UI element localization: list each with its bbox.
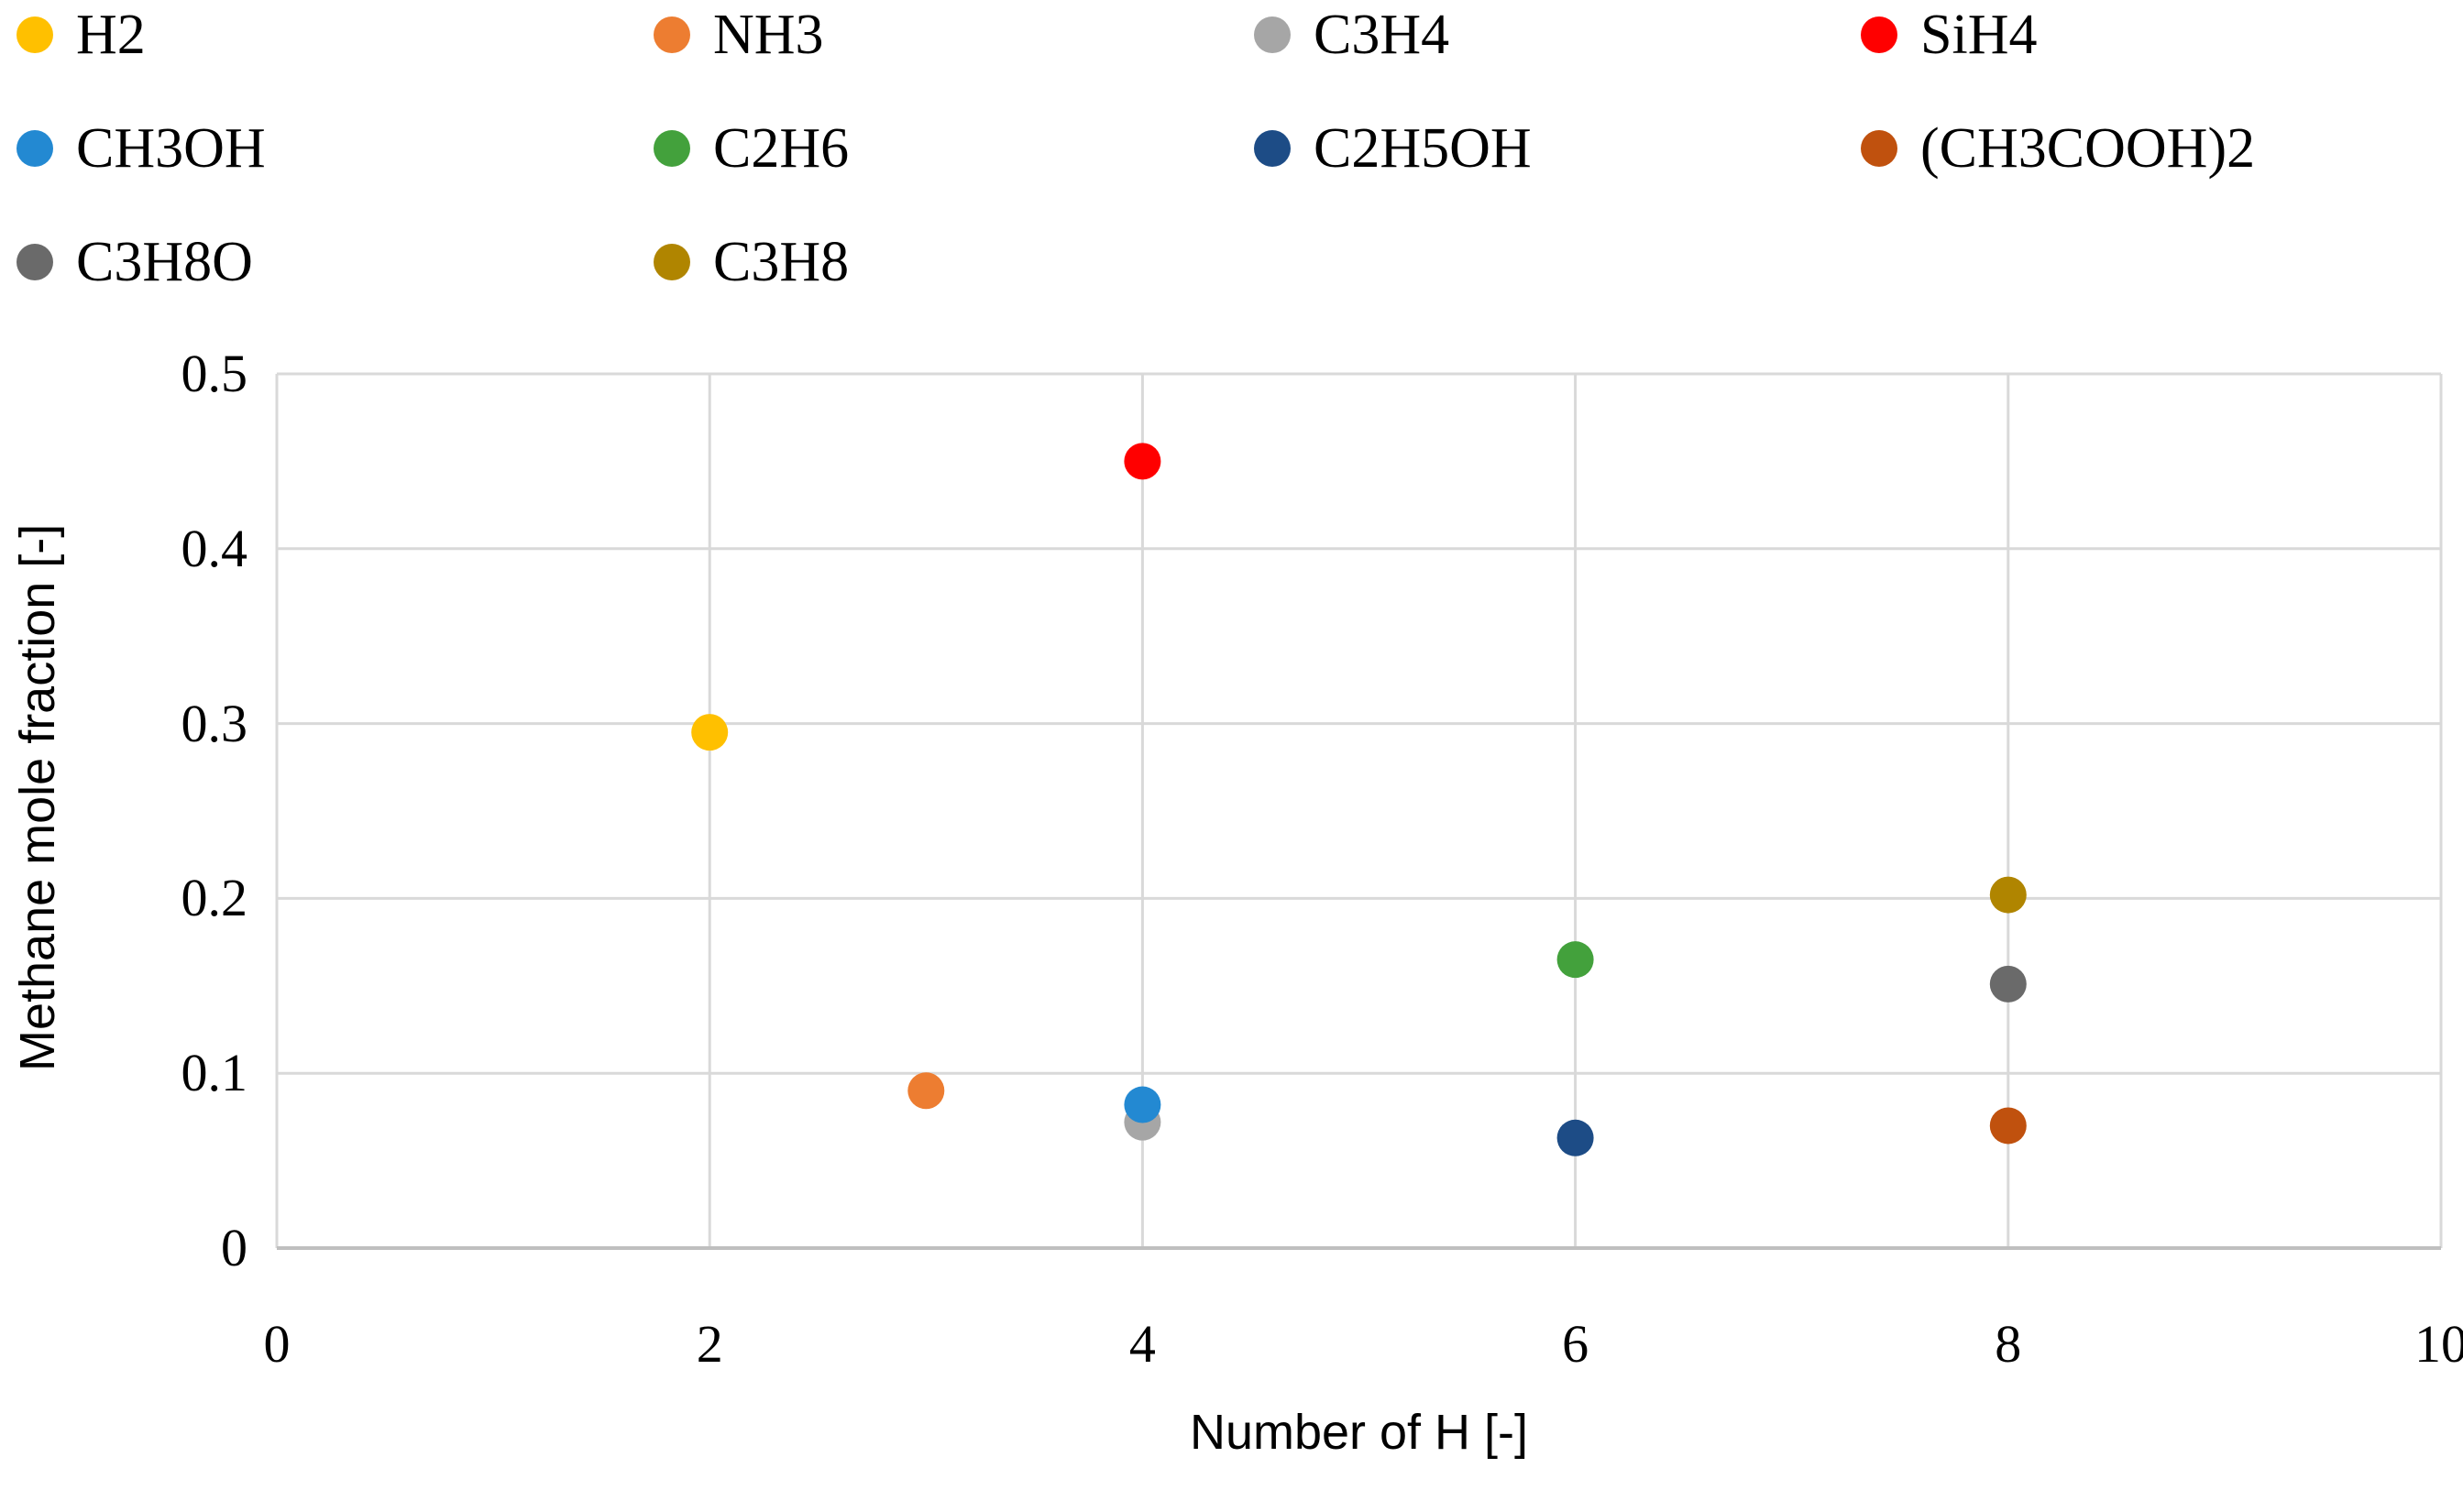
point-NH3 (907, 1072, 945, 1110)
point-C3H8O (1989, 965, 2027, 1003)
legend-label: (CH3COOH)2 (1920, 117, 2256, 180)
legend-item-NH3: NH3 (654, 6, 1254, 63)
legend-marker-icon (1254, 130, 1291, 167)
y-tick-label: 0.1 (181, 1043, 248, 1103)
y-axis-title: Methane mole fraction [-] (10, 523, 65, 1071)
legend-label: C3H8O (76, 231, 253, 293)
legend-item-CH3OH: CH3OH (16, 120, 654, 177)
legend-marker-icon (1861, 130, 1897, 167)
legend-marker-icon (654, 16, 690, 53)
legend-item-C3H4: C3H4 (1254, 6, 1861, 63)
point-H2 (691, 714, 729, 751)
legend-marker-icon (16, 130, 53, 167)
legend-marker-icon (16, 16, 53, 53)
legend-label: SiH4 (1920, 4, 2038, 66)
chart-legend: H2 NH3 C3H4 SiH4 CH3OH C2H6 C2H5OH (CH3COOH)2 C3… (16, 0, 2255, 319)
point-C2H6 (1556, 941, 1594, 979)
legend-marker-icon (654, 244, 690, 280)
legend-item-H2: H2 (16, 6, 654, 63)
y-tick-label: 0 (221, 1218, 247, 1277)
legend-marker-icon (16, 244, 53, 280)
x-tick-label: 10 (2414, 1314, 2463, 1374)
legend-label: C3H4 (1314, 4, 1450, 66)
legend-label: NH3 (713, 4, 824, 66)
point-(CH3COOH)2 (1989, 1107, 2027, 1145)
point-C3H8 (1989, 876, 2027, 914)
legend-marker-icon (654, 130, 690, 167)
legend-marker-icon (1861, 16, 1897, 53)
y-tick-label: 0.3 (181, 693, 248, 753)
legend-label: CH3OH (76, 117, 266, 180)
legend-label: H2 (76, 4, 146, 66)
legend-label: C2H6 (713, 117, 850, 180)
legend-item-C3H8O: C3H8O (16, 234, 654, 290)
legend-item-(CH3COOH)2: (CH3COOH)2 (1861, 120, 2255, 177)
y-tick-label: 0.2 (181, 868, 248, 928)
x-tick-label: 8 (1995, 1314, 2022, 1374)
legend-item-C2H5OH: C2H5OH (1254, 120, 1861, 177)
legend-marker-icon (1254, 16, 1291, 53)
legend-item-C3H8: C3H8 (654, 234, 1254, 290)
y-tick-label: 0.5 (181, 344, 248, 403)
legend-item-C2H6: C2H6 (654, 120, 1254, 177)
legend-label: C3H8 (713, 231, 850, 293)
legend-label: C2H5OH (1314, 117, 1532, 180)
point-C2H5OH (1556, 1119, 1594, 1156)
point-SiH4 (1124, 443, 1161, 480)
x-axis-title: Number of H [-] (1189, 1405, 1529, 1460)
legend-item-SiH4: SiH4 (1861, 6, 2255, 63)
x-tick-label: 4 (1128, 1314, 1156, 1374)
point-CH3OH (1124, 1086, 1161, 1123)
x-tick-label: 6 (1562, 1314, 1589, 1374)
x-tick-label: 2 (696, 1314, 723, 1374)
x-tick-label: 0 (263, 1314, 291, 1374)
y-tick-label: 0.4 (181, 518, 248, 578)
